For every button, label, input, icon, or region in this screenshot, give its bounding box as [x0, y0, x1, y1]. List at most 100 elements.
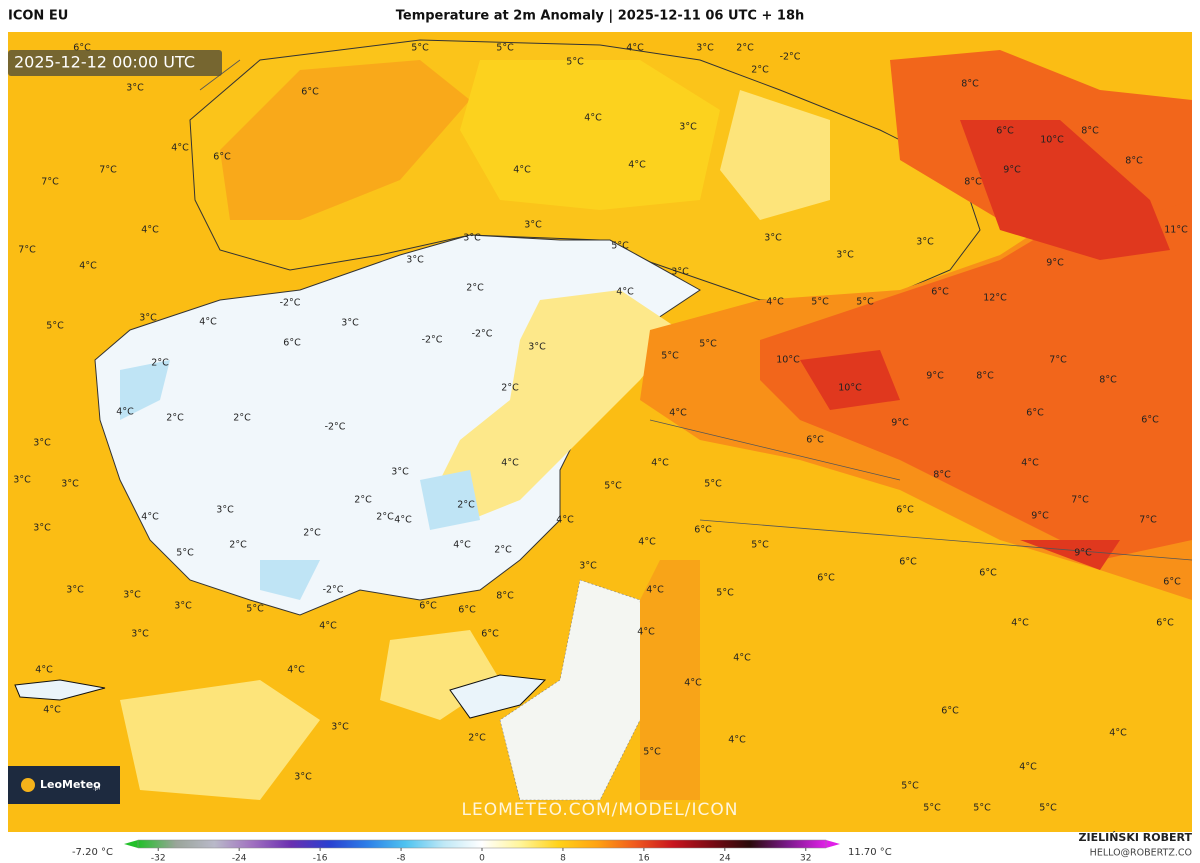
contour-label: 7°C: [99, 165, 117, 176]
contour-label: 8°C: [1125, 156, 1143, 167]
contour-label: 7°C: [1071, 495, 1089, 506]
contour-label: 4°C: [651, 458, 669, 469]
colorbar-tick-label: 32: [800, 854, 811, 863]
contour-label: 3°C: [679, 122, 697, 133]
author: ZIELIŃSKI ROBERT: [1079, 831, 1193, 844]
contour-label: 2°C: [466, 283, 484, 294]
contour-label: 6°C: [301, 87, 319, 98]
contour-label: -2°C: [325, 422, 346, 433]
cold-patch: [120, 360, 480, 600]
colorbar-gradient: [137, 839, 827, 849]
contour-label: 8°C: [496, 591, 514, 602]
interior-patch: [430, 290, 680, 520]
contour-label: 5°C: [704, 479, 722, 490]
colorbar-tick-label: -32: [151, 854, 166, 863]
time-box: [8, 50, 222, 76]
contour-label: 6°C: [1163, 577, 1181, 588]
contour-label: 10°C: [776, 355, 800, 366]
contour-label: 2°C: [354, 495, 372, 506]
contour-label: 6°C: [899, 557, 917, 568]
contour-label: 5°C: [46, 321, 64, 332]
contour-label: 4°C: [1109, 728, 1127, 739]
contour-label: 4°C: [79, 261, 97, 272]
hot-core: [800, 120, 1170, 570]
contour-label: 6°C: [694, 525, 712, 536]
contour-label: 5°C: [176, 548, 194, 559]
colorbar-tick-label: 16: [638, 854, 650, 863]
colorbar-tick-label: -16: [313, 854, 328, 863]
contour-label: 5°C: [604, 481, 622, 492]
contour-label: 4°C: [141, 512, 159, 523]
contour-label: 4°C: [684, 678, 702, 689]
contour-label: 4°C: [141, 225, 159, 236]
contour-label: 5°C: [496, 43, 514, 54]
contour-label: 2°C: [751, 65, 769, 76]
contour-label: 5°C: [411, 43, 429, 54]
contour-label: 4°C: [199, 317, 217, 328]
contour-label: 3°C: [463, 233, 481, 244]
contour-label: 5°C: [246, 604, 264, 615]
contour-labels: 5°C 5°C 5°C 4°C 3°C 2°C -2°C 2°C 6°C 6°C 3°C 8°C 4°C…: [13, 43, 1188, 814]
colorbar-tick-label: -8: [397, 854, 406, 863]
contour-label: 5°C: [856, 297, 874, 308]
contour-label: 3°C: [341, 318, 359, 329]
contour-label: 8°C: [933, 470, 951, 481]
contour-label: 4°C: [1021, 458, 1039, 469]
contour-label: 4°C: [628, 160, 646, 171]
contour-label: 5°C: [699, 339, 717, 350]
contour-label: 3°C: [174, 601, 192, 612]
contour-label: 3°C: [61, 479, 79, 490]
contour-label: 4°C: [35, 665, 53, 676]
contour-label: 3°C: [391, 467, 409, 478]
contour-label: 2°C: [303, 528, 321, 539]
contour-label: 4°C: [287, 665, 305, 676]
contour-label: 4°C: [556, 515, 574, 526]
colorbar-tick-label: 24: [719, 854, 731, 863]
contour-label: 3°C: [33, 438, 51, 449]
contour-label: 5°C: [611, 241, 629, 252]
contour-label: 4°C: [669, 408, 687, 419]
colorbar-tick-label: 8: [560, 854, 566, 863]
map-title: Temperature at 2m Anomaly | 2025-12-11 0…: [396, 9, 805, 24]
contour-label: 5°C: [716, 588, 734, 599]
contour-label: 10°C: [1040, 135, 1064, 146]
crete: [14, 679, 106, 701]
contour-label: 3°C: [331, 722, 349, 733]
contour-label: 9°C: [1031, 511, 1049, 522]
cool-sea-patch: [720, 90, 830, 220]
contour-label: 3°C: [294, 772, 312, 783]
contour-label: 6°C: [73, 43, 91, 54]
contour-label: 2°C: [376, 512, 394, 523]
contour-label: 11°C: [1164, 225, 1188, 236]
contour-label: 12°C: [983, 293, 1007, 304]
contour-label: 8°C: [964, 177, 982, 188]
colorbar-min: -7.20 °C: [72, 847, 113, 858]
contour-label: 9°C: [1003, 165, 1021, 176]
contour-label: 3°C: [33, 523, 51, 534]
contour-label: 2°C: [501, 383, 519, 394]
sea-cool-patch: [120, 630, 500, 800]
contour-label: 5°C: [923, 803, 941, 814]
contour-label: 6°C: [458, 605, 476, 616]
valid-time: 2025-12-12 00:00 UTC: [14, 53, 195, 72]
logo-suffix: .pl: [93, 785, 101, 792]
contour-label: -2°C: [280, 298, 301, 309]
contour-label: 3°C: [66, 585, 84, 596]
contour-label: -2°C: [422, 335, 443, 346]
contour-label: 8°C: [961, 79, 979, 90]
east-hot-region: [760, 190, 1192, 560]
contour-label: 4°C: [453, 540, 471, 551]
contour-label: 6°C: [1156, 618, 1174, 629]
contour-label: 5°C: [643, 747, 661, 758]
colorbar-arrow-low: [124, 840, 138, 848]
contour-label: 3°C: [131, 629, 149, 640]
contour-label: 7°C: [41, 177, 59, 188]
levant-land: [640, 560, 700, 800]
cyprus: [449, 674, 547, 719]
contour-label: 3°C: [13, 475, 31, 486]
contour-label: 2°C: [736, 43, 754, 54]
colorbar-tick-label: -24: [232, 854, 247, 863]
contour-label: 4°C: [43, 705, 61, 716]
contour-label: 4°C: [171, 143, 189, 154]
contour-label: 6°C: [931, 287, 949, 298]
